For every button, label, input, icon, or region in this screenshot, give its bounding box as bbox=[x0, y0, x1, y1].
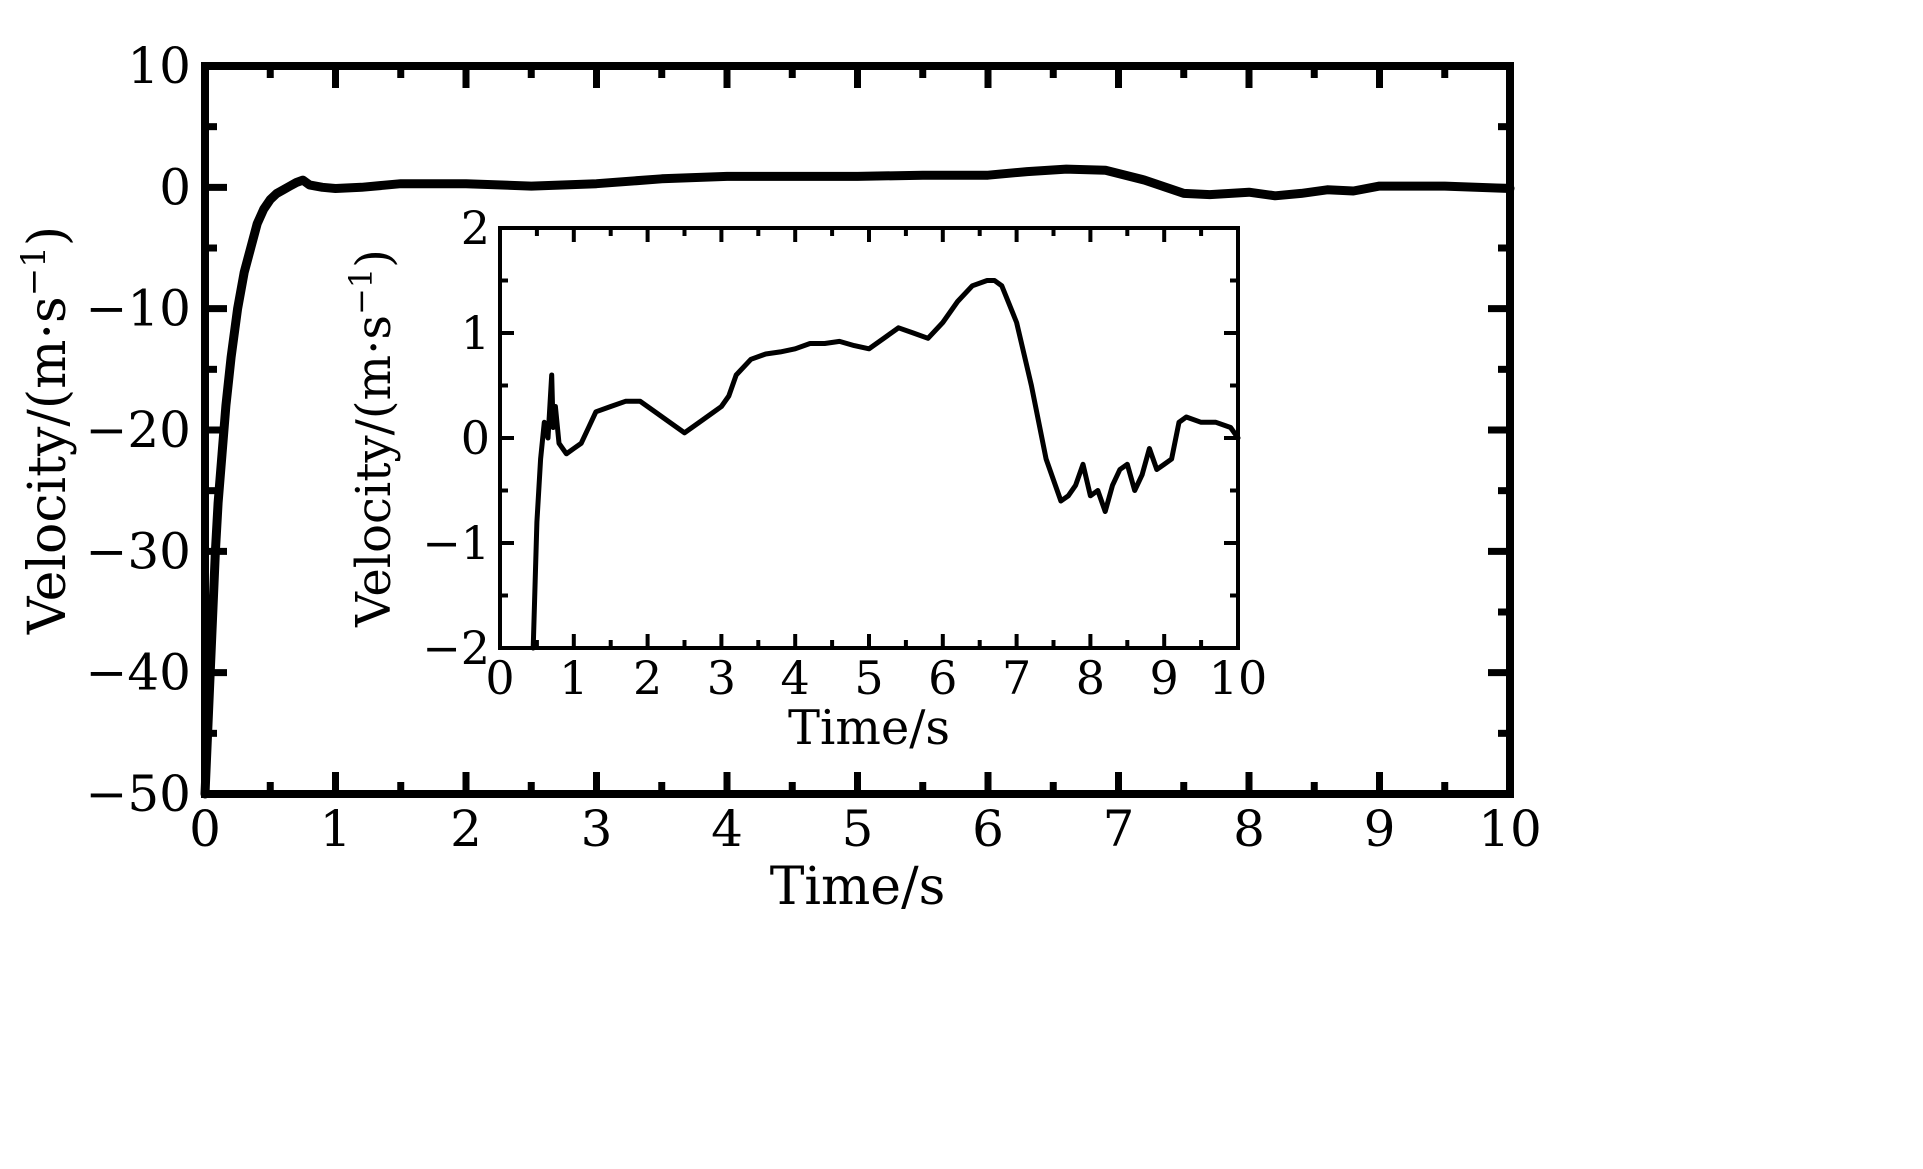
inset-y-tick-label: −2 bbox=[422, 621, 490, 675]
inset-plot-frame bbox=[498, 226, 1240, 650]
inset-y-tick-label: 2 bbox=[461, 201, 490, 255]
inset-y-axis-label-prefix: Velocity/(m·s bbox=[346, 315, 402, 628]
inset-x-tick-label: 3 bbox=[707, 651, 736, 705]
main-x-tick-labels: 0 1 2 3 4 5 6 7 8 9 10 bbox=[189, 800, 1542, 858]
main-x-tick-label: 5 bbox=[842, 800, 874, 858]
inset-y-tick-label: 1 bbox=[461, 306, 490, 360]
inset-x-tick-label: 4 bbox=[781, 651, 810, 705]
inset-background bbox=[500, 228, 1238, 648]
main-plot-frame bbox=[201, 62, 1514, 798]
main-x-axis-label: Time/s bbox=[770, 857, 946, 917]
main-y-axis-label-suffix: ) bbox=[18, 226, 78, 246]
inset-x-tick-label: 0 bbox=[485, 651, 514, 705]
inset-x-tick-label: 5 bbox=[854, 651, 883, 705]
main-x-tick-label: 2 bbox=[450, 800, 482, 858]
inset-x-tick-label: 8 bbox=[1076, 651, 1105, 705]
main-y-tick-label: −40 bbox=[85, 644, 191, 702]
main-y-tick-label: 0 bbox=[159, 158, 191, 216]
main-x-tick-label: 4 bbox=[711, 800, 743, 858]
main-x-tick-label: 9 bbox=[1364, 800, 1396, 858]
main-y-tick-label: 10 bbox=[127, 37, 191, 95]
inset-x-axis-label: Time/s bbox=[788, 700, 950, 756]
inset-series-line bbox=[530, 278, 1241, 651]
inset-y-axis-label-sup: −1 bbox=[342, 268, 380, 315]
main-x-tick-label: 6 bbox=[972, 800, 1004, 858]
inset-x-tick-label: 6 bbox=[928, 651, 957, 705]
inset-x-tick-label: 1 bbox=[559, 651, 588, 705]
main-y-tick-label: −50 bbox=[85, 765, 191, 823]
inset-y-tick-label: 0 bbox=[461, 411, 490, 465]
inset-y-axis-label: Velocity/(m·s−1) bbox=[342, 249, 402, 628]
main-x-tick-label: 10 bbox=[1478, 800, 1542, 858]
main-x-tick-label: 8 bbox=[1233, 800, 1265, 858]
main-series-line bbox=[200, 164, 1515, 799]
inset-y-axis-label-suffix: ) bbox=[346, 249, 402, 268]
main-x-tick-label: 0 bbox=[189, 800, 221, 858]
main-y-axis-label: Velocity/(m·s−1) bbox=[14, 226, 78, 635]
main-y-tick-label: −30 bbox=[85, 522, 191, 580]
main-x-tick-label: 3 bbox=[581, 800, 613, 858]
inset-x-tick-label: 9 bbox=[1150, 651, 1179, 705]
inset-y-tick-labels: −2 −1 0 1 2 bbox=[422, 201, 490, 675]
main-y-tick-label: −10 bbox=[85, 280, 191, 338]
inset-y-tick-label: −1 bbox=[422, 516, 490, 570]
inset-x-tick-label: 10 bbox=[1209, 651, 1268, 705]
inset-x-tick-label: 2 bbox=[633, 651, 662, 705]
inset-x-tick-label: 7 bbox=[1002, 651, 1031, 705]
main-y-axis-label-prefix: Velocity/(m·s bbox=[18, 296, 78, 635]
main-x-tick-label: 7 bbox=[1103, 800, 1135, 858]
inset-x-tick-labels: 0 1 2 3 4 5 6 7 8 9 10 bbox=[485, 651, 1267, 705]
main-y-tick-label: −20 bbox=[85, 401, 191, 459]
main-y-axis-label-sup: −1 bbox=[14, 246, 54, 296]
main-x-tick-label: 1 bbox=[320, 800, 352, 858]
main-y-tick-labels: −50 −40 −30 −20 −10 0 10 bbox=[85, 37, 191, 823]
